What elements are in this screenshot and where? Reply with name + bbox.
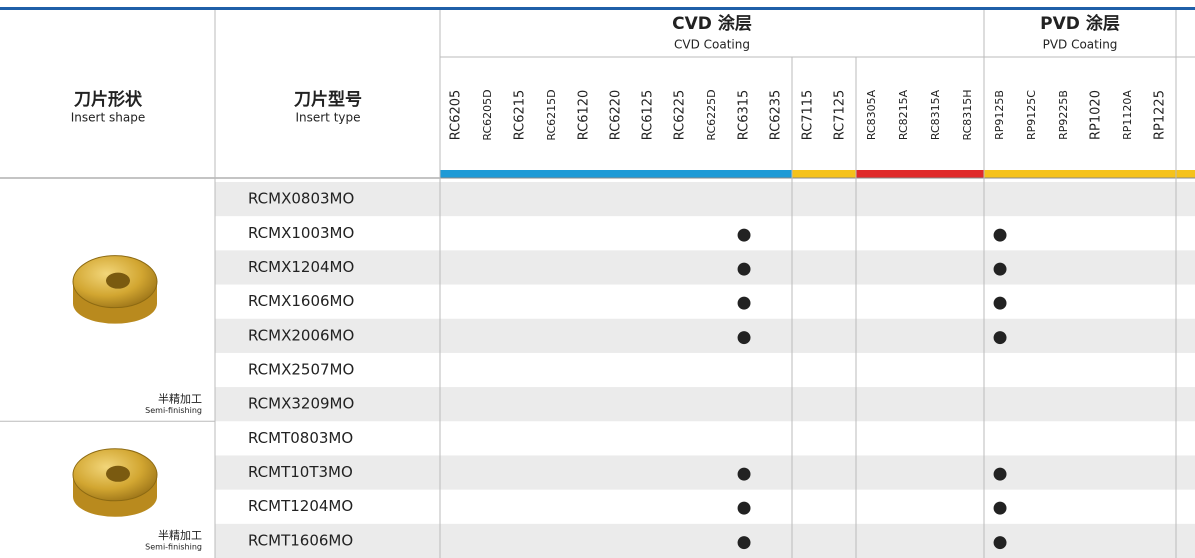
row-bg: [215, 318, 1195, 353]
insert-type: RCMX1606MO: [248, 292, 354, 310]
availability-dot: ●: [737, 224, 752, 244]
grade-label: RC6215: [513, 90, 528, 141]
shape-label: 半精加工: [158, 391, 202, 405]
insert-type: RCMX1003MO: [248, 224, 354, 242]
coating-bar: [824, 170, 856, 178]
row-bg: [215, 523, 1195, 558]
coating-bar: [1048, 170, 1080, 178]
availability-dot: ●: [737, 327, 752, 347]
coating-bar: [1016, 170, 1048, 178]
availability-dot: ●: [737, 258, 752, 278]
group-subtitle: CVD Coating: [674, 38, 750, 52]
availability-dot: ●: [737, 293, 752, 313]
coating-bar: [760, 170, 792, 178]
header-subtitle: Insert shape: [71, 111, 145, 125]
insert-image: [72, 448, 158, 517]
coating-bar: [664, 170, 696, 178]
grade-label: RC8305A: [865, 89, 878, 140]
coating-bar: [600, 170, 632, 178]
coating-bar: [1080, 170, 1112, 178]
grade-label: RC6215D: [545, 89, 558, 140]
insert-type: RCMT10T3MO: [248, 463, 353, 481]
header-title: 刀片型号: [294, 89, 362, 110]
availability-dot: ●: [993, 532, 1008, 552]
insert-type: RCMT1204MO: [248, 497, 353, 515]
coating-bar: [504, 170, 536, 178]
shape-label-en: Semi-finishing: [145, 543, 202, 552]
grade-label: RC6125: [641, 90, 656, 141]
coating-bar: [952, 170, 984, 178]
availability-dot: ●: [993, 464, 1008, 484]
coating-bar: [984, 170, 1016, 178]
shape-label-en: Semi-finishing: [145, 406, 202, 415]
insert-type: RCMT1606MO: [248, 531, 353, 549]
availability-dot: ●: [993, 293, 1008, 313]
header-subtitle: Insert type: [295, 111, 360, 125]
row-bg: [215, 455, 1195, 490]
header-title: 刀片形状: [74, 89, 143, 110]
insert-type: RCMT0803MO: [248, 429, 353, 447]
grade-label: RP1020: [1089, 90, 1104, 140]
insert-hole: [106, 272, 130, 289]
insert-type: RCMX1204MO: [248, 258, 354, 276]
grade-label: RC6205D: [481, 89, 494, 140]
insert-type: RCMX2006MO: [248, 326, 354, 344]
coating-bar: [440, 170, 472, 178]
grade-label: RC6315: [737, 90, 752, 141]
availability-dot: ●: [993, 327, 1008, 347]
grade-label: RC8215A: [897, 89, 910, 140]
grade-label: RC6120: [577, 90, 592, 141]
coating-bar: [888, 170, 920, 178]
row-bg: [215, 387, 1195, 422]
insert-type: RCMX0803MO: [248, 190, 354, 208]
grade-label: RC6205: [449, 90, 464, 141]
coating-bar: [856, 170, 888, 178]
availability-dot: ●: [993, 224, 1008, 244]
top-rule: [0, 7, 1195, 10]
availability-dot: ●: [737, 464, 752, 484]
grade-label: RC8315A: [929, 89, 942, 140]
coating-bar: [1176, 170, 1195, 178]
insert-type: RCMX2507MO: [248, 361, 354, 379]
grade-label: RC7125: [833, 90, 848, 141]
coating-bar: [472, 170, 504, 178]
grade-label: RP1225: [1153, 90, 1168, 140]
coating-bar: [632, 170, 664, 178]
grade-label: RP1120A: [1121, 90, 1134, 140]
insert-hole: [106, 465, 130, 482]
grade-label: RP9125B: [993, 90, 1006, 140]
grade-label: RP9225B: [1057, 90, 1070, 140]
coating-bar: [1112, 170, 1144, 178]
group-subtitle: PVD Coating: [1043, 38, 1118, 52]
coating-bar: [536, 170, 568, 178]
grade-label: RC6235: [769, 90, 784, 141]
coating-bar: [792, 170, 824, 178]
coating-bar: [568, 170, 600, 178]
group-title: PVD 涂层: [1040, 13, 1120, 34]
availability-dot: ●: [737, 532, 752, 552]
row-bg: [215, 250, 1195, 285]
insert-type: RCMX3209MO: [248, 395, 354, 413]
coating-bar: [696, 170, 728, 178]
shape-label: 半精加工: [158, 528, 202, 542]
grade-label: RC6225D: [705, 89, 718, 140]
coating-bar: [1144, 170, 1176, 178]
group-title: CVD 涂层: [672, 13, 752, 34]
grade-label: RP9125C: [1025, 90, 1038, 140]
grade-label: RC7115: [801, 90, 816, 141]
availability-dot: ●: [993, 498, 1008, 518]
availability-dot: ●: [993, 258, 1008, 278]
grade-label: RC6225: [673, 90, 688, 141]
insert-image: [72, 255, 158, 324]
coating-bar: [920, 170, 952, 178]
grade-label: RC6220: [609, 90, 624, 141]
row-bg: [215, 182, 1195, 217]
coating-bar: [728, 170, 760, 178]
availability-dot: ●: [737, 498, 752, 518]
grade-label: RC8315H: [961, 89, 974, 140]
